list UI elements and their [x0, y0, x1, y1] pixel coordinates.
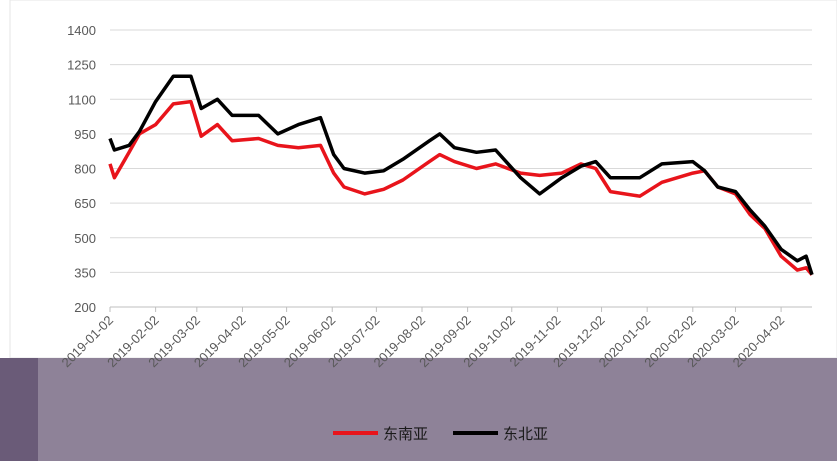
- y-tick-label: 650: [74, 196, 96, 211]
- y-tick-label: 1250: [67, 58, 96, 73]
- y-tick-label: 950: [74, 127, 96, 142]
- bottom-band: [0, 358, 837, 461]
- y-tick-label: 500: [74, 231, 96, 246]
- legend: 东南亚 东北亚: [333, 426, 548, 443]
- series-line: [108, 74, 814, 276]
- legend-label: 东北亚: [503, 426, 548, 443]
- y-tick-label: 200: [74, 300, 96, 315]
- legend-label: 东南亚: [383, 426, 428, 443]
- bottom-band-edge: [0, 358, 38, 461]
- y-tick-label: 350: [74, 265, 96, 280]
- y-tick-label: 1400: [67, 23, 96, 38]
- y-tick-label: 1100: [68, 92, 96, 107]
- y-tick-label: 800: [74, 162, 96, 177]
